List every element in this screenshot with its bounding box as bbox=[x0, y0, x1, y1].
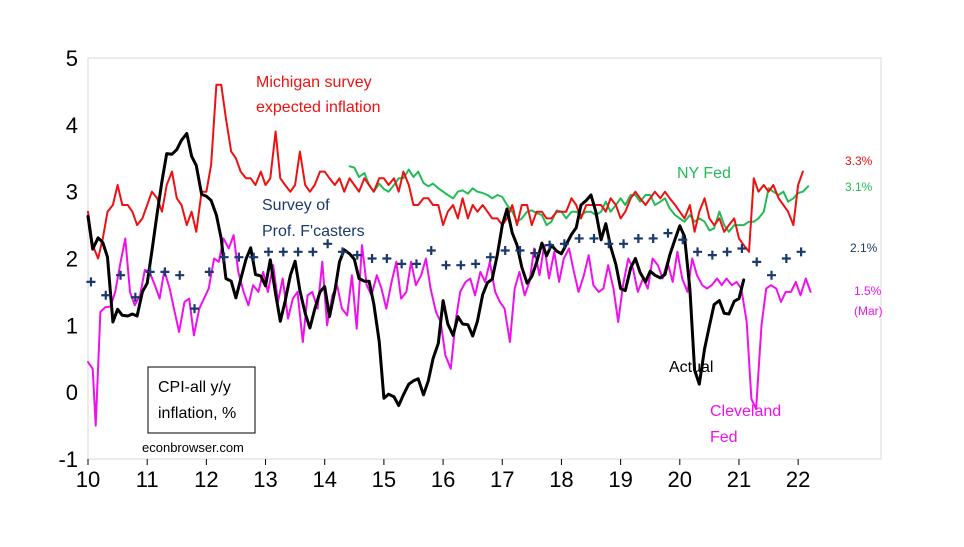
annotation-michigan-line2: expected inflation bbox=[256, 99, 381, 116]
spf-marker bbox=[678, 235, 688, 245]
spf-marker bbox=[397, 259, 407, 269]
spf-marker bbox=[190, 304, 200, 314]
spf-marker bbox=[249, 252, 259, 262]
x-tick-label: 15 bbox=[372, 467, 396, 492]
end-label-michigan: 3.3% bbox=[845, 154, 873, 168]
annotation-nyfed: NY Fed bbox=[677, 165, 731, 182]
y-axis: -1 0 1 2 3 4 5 bbox=[58, 46, 78, 472]
spf-marker bbox=[234, 252, 244, 262]
spf-marker bbox=[101, 290, 111, 300]
spf-marker bbox=[263, 247, 273, 257]
source-label: econbrowser.com bbox=[142, 440, 244, 455]
spf-marker bbox=[323, 239, 333, 249]
spf-marker bbox=[426, 245, 436, 255]
spf-marker bbox=[589, 233, 599, 243]
spf-marker bbox=[515, 245, 525, 255]
end-label-nyfed: 3.1% bbox=[845, 180, 873, 194]
y-tick-label: 5 bbox=[66, 46, 78, 71]
spf-marker bbox=[116, 270, 126, 280]
spf-marker bbox=[293, 247, 303, 257]
series-line-michigan bbox=[87, 83, 804, 260]
x-tick-label: 10 bbox=[76, 467, 100, 492]
x-tick-label: 13 bbox=[253, 467, 277, 492]
series-layer bbox=[86, 83, 812, 427]
spf-marker bbox=[130, 292, 140, 302]
spf-marker bbox=[86, 277, 96, 287]
spf-marker bbox=[485, 252, 495, 262]
cpi-label-line2: inflation, % bbox=[158, 405, 236, 422]
annotation-cleveland-line2: Fed bbox=[710, 429, 738, 446]
spf-marker bbox=[633, 233, 643, 243]
annotation-michigan-line1: Michigan survey bbox=[256, 74, 372, 91]
annotation-actual: Actual bbox=[669, 359, 713, 376]
spf-marker bbox=[441, 260, 451, 270]
spf-marker bbox=[308, 247, 318, 257]
spf-marker bbox=[604, 239, 614, 249]
x-tick-label: 17 bbox=[490, 467, 514, 492]
spf-marker bbox=[722, 247, 732, 257]
spf-marker bbox=[500, 245, 510, 255]
y-tick-label: 1 bbox=[66, 313, 78, 338]
spf-marker bbox=[352, 250, 362, 260]
series-line-actual bbox=[86, 132, 746, 407]
y-tick-label: 3 bbox=[66, 180, 78, 205]
annotation-spf-line2: Prof. F'casters bbox=[262, 223, 365, 240]
spf-marker bbox=[530, 248, 540, 258]
spf-marker bbox=[367, 254, 377, 263]
y-tick-label: 4 bbox=[66, 113, 78, 138]
spf-marker bbox=[204, 267, 214, 277]
y-tick-label: 2 bbox=[66, 247, 78, 272]
spf-marker bbox=[752, 257, 762, 267]
spf-marker bbox=[456, 260, 466, 270]
x-tick-label: 18 bbox=[549, 467, 573, 492]
y-tick-label: 0 bbox=[66, 380, 78, 405]
spf-marker bbox=[145, 267, 155, 277]
x-tick-label: 11 bbox=[136, 467, 159, 492]
annotation-cleveland-line1: Cleveland bbox=[710, 403, 781, 420]
spf-marker bbox=[411, 259, 421, 269]
spf-marker bbox=[559, 239, 569, 249]
spf-marker bbox=[693, 247, 703, 257]
spf-marker bbox=[663, 228, 673, 238]
spf-marker bbox=[278, 247, 288, 257]
spf-marker bbox=[160, 267, 170, 277]
end-label-cleveland: 1.5% bbox=[854, 284, 882, 298]
x-tick-label: 16 bbox=[431, 467, 455, 492]
x-tick-label: 12 bbox=[194, 467, 218, 492]
x-axis: 10 11 12 13 14 15 16 17 18 19 20 21 22 bbox=[76, 459, 810, 492]
x-tick-label: 14 bbox=[312, 467, 336, 492]
x-tick-label: 22 bbox=[786, 467, 810, 492]
spf-marker bbox=[619, 239, 629, 249]
spf-marker bbox=[796, 247, 806, 257]
x-tick-label: 19 bbox=[608, 467, 632, 492]
spf-marker bbox=[471, 259, 481, 269]
y-tick-label: -1 bbox=[58, 447, 78, 472]
spf-marker bbox=[737, 243, 747, 253]
end-label-cleveland-note: (Mar) bbox=[854, 304, 883, 318]
cpi-label-box bbox=[147, 366, 256, 434]
spf-marker bbox=[219, 252, 229, 262]
spf-marker bbox=[574, 233, 584, 243]
x-tick-label: 20 bbox=[668, 467, 692, 492]
spf-marker bbox=[767, 270, 777, 280]
spf-marker bbox=[648, 233, 658, 243]
end-label-spf: 2.1% bbox=[850, 241, 878, 255]
spf-marker bbox=[382, 254, 392, 263]
annotation-spf-line1: Survey of bbox=[262, 197, 330, 214]
spf-marker bbox=[545, 240, 555, 250]
spf-marker bbox=[337, 247, 347, 257]
x-tick-label: 21 bbox=[727, 467, 751, 492]
spf-marker bbox=[781, 254, 791, 263]
cpi-label-line1: CPI-all y/y bbox=[158, 379, 231, 396]
spf-marker bbox=[707, 250, 717, 260]
spf-marker bbox=[175, 270, 185, 280]
